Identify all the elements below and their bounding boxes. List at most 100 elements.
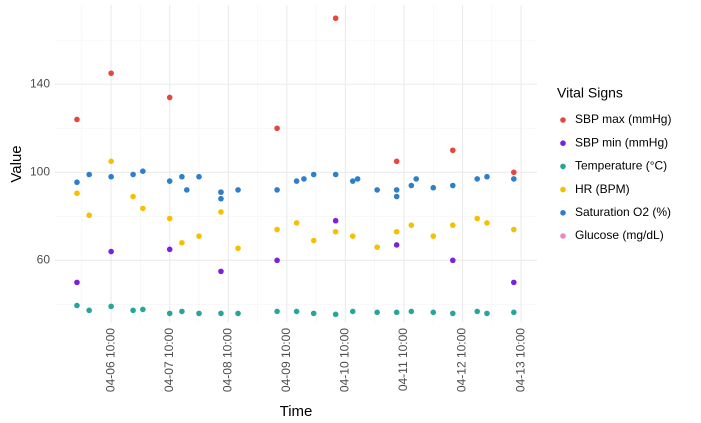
data-point <box>140 306 146 313</box>
data-point <box>74 279 80 286</box>
data-point <box>484 173 490 180</box>
data-point <box>374 309 380 316</box>
data-point <box>108 303 114 310</box>
x-tick-label: 04-07 10:00 <box>162 328 176 392</box>
data-point <box>413 176 419 182</box>
x-tick-label: 04-09 10:00 <box>279 328 293 392</box>
data-point <box>511 176 517 182</box>
data-point <box>450 147 456 154</box>
legend-text: SBP min (mmHg) <box>575 135 668 149</box>
data-point <box>74 302 80 309</box>
data-point <box>430 184 437 191</box>
data-point <box>130 193 136 200</box>
data-point <box>86 171 92 178</box>
data-point <box>408 308 415 315</box>
data-point <box>74 190 80 197</box>
data-point <box>484 310 490 317</box>
data-point <box>511 309 517 316</box>
data-point <box>332 217 339 224</box>
data-point <box>354 176 361 182</box>
data-point <box>108 173 114 180</box>
grid <box>55 5 537 322</box>
data-point <box>430 309 437 316</box>
x-tick-label: 04-08 10:00 <box>220 328 234 392</box>
data-point <box>301 176 307 182</box>
data-point <box>408 222 415 228</box>
data-point <box>179 308 185 315</box>
y-tick-label: 140 <box>30 76 50 90</box>
data-point <box>218 189 224 195</box>
data-point <box>196 310 202 317</box>
data-point <box>332 311 339 318</box>
data-point <box>393 187 400 193</box>
data-point <box>235 310 241 317</box>
data-point <box>274 308 280 315</box>
data-point <box>140 168 146 175</box>
data-point <box>293 220 300 226</box>
x-axis-title: Time <box>280 403 313 420</box>
data-point <box>196 233 202 239</box>
legend-title: Vital Signs <box>557 85 623 101</box>
data-point <box>293 178 300 184</box>
data-point <box>293 308 300 315</box>
data-point <box>235 187 241 193</box>
data-point <box>393 158 400 165</box>
data-point <box>235 245 241 252</box>
data-point <box>374 187 380 193</box>
x-tick-label: 04-11 10:00 <box>396 328 410 391</box>
x-tick-label: 04-06 10:00 <box>103 328 117 392</box>
data-point <box>310 237 317 244</box>
data-point <box>332 228 339 235</box>
legend-marker <box>560 210 566 216</box>
data-point <box>349 233 356 239</box>
data-point <box>408 182 415 189</box>
legend-text: HR (BPM) <box>575 182 630 196</box>
legend-marker <box>560 163 566 170</box>
data-point <box>349 178 356 184</box>
legend-marker <box>560 140 566 146</box>
x-tick-label: 04-12 10:00 <box>455 328 469 392</box>
data-point <box>130 171 136 178</box>
data-point <box>430 233 437 239</box>
data-point <box>474 308 481 315</box>
data-point <box>393 242 400 248</box>
data-point <box>140 205 146 212</box>
data-point <box>166 178 173 184</box>
data-point <box>450 222 456 228</box>
data-point <box>179 239 185 246</box>
data-point <box>108 158 114 165</box>
data-point <box>484 220 490 226</box>
y-tick-label: 60 <box>37 253 51 267</box>
data-point <box>218 268 224 275</box>
data-point <box>196 173 202 180</box>
y-tick-label: 100 <box>30 164 50 178</box>
x-tick-label: 04-10 10:00 <box>338 328 352 392</box>
legend-text: SBP max (mmHg) <box>575 112 671 126</box>
data-point <box>393 193 400 200</box>
data-point <box>183 187 190 193</box>
legend-marker <box>560 233 566 239</box>
data-point <box>108 70 114 77</box>
legend-text: Temperature (°C) <box>575 159 667 173</box>
data-point <box>511 279 517 286</box>
data-point <box>393 309 400 316</box>
data-point <box>332 15 339 22</box>
data-point <box>166 215 173 222</box>
data-point <box>218 195 224 202</box>
data-point <box>274 125 280 132</box>
data-point <box>130 307 136 314</box>
data-point <box>450 310 456 317</box>
data-point <box>218 310 224 317</box>
data-point <box>166 310 173 317</box>
data-point <box>166 94 173 101</box>
legend-marker <box>560 117 566 123</box>
legend-text: Glucose (mg/dL) <box>575 228 664 242</box>
data-point <box>349 308 356 315</box>
data-point <box>274 257 280 264</box>
data-point <box>74 116 80 123</box>
data-point <box>474 215 481 222</box>
data-point <box>108 248 114 255</box>
data-point <box>310 171 317 178</box>
data-point <box>374 244 380 250</box>
